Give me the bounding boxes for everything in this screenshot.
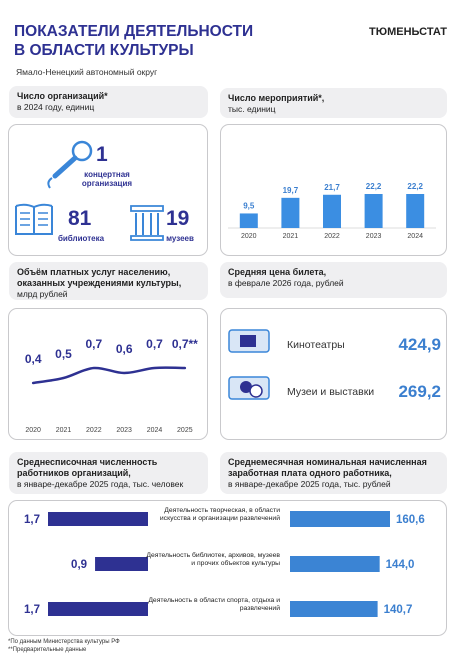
price-value: 269,2 (398, 382, 441, 401)
bar (406, 194, 425, 228)
panel-subtitle: в феврале 2026 года, рублей (228, 277, 344, 288)
panel-subtitle: в январе-декабре 2025 года, тыс. рублей (228, 478, 391, 489)
value-label: 0,5 (55, 347, 72, 361)
panel-header: Средняя цена билета, в феврале 2026 года,… (220, 262, 447, 298)
panel-header: Число организаций* в 2024 году, единиц (9, 86, 208, 118)
bar (290, 601, 378, 617)
category-label: Деятельность в области спорта, отдыха и … (148, 597, 280, 612)
panel-header: Число мероприятий*, тыс. единиц (220, 88, 447, 118)
panel (220, 124, 447, 256)
org-label: музеев (166, 234, 194, 243)
x-tick-label: 2024 (147, 427, 163, 434)
agency: ТЮМЕНЬСТАТ (369, 26, 447, 38)
bar (281, 197, 300, 228)
bar (48, 512, 148, 526)
value-label: 19,7 (283, 186, 299, 195)
org-value: 1 (96, 143, 108, 166)
title-line: ПОКАЗАТЕЛИ ДЕЯТЕЛЬНОСТИ (14, 23, 254, 40)
panel-title: Среднемесячная номинальная начисленная з… (228, 457, 427, 478)
x-tick-label: 2022 (86, 427, 102, 434)
category-label: Деятельность творческая, в области искус… (159, 507, 280, 522)
org-label: библиотека (57, 234, 105, 243)
org-value: 19 (166, 207, 190, 230)
x-tick-label: 2020 (241, 233, 257, 240)
value-label: 0,7** (172, 337, 198, 351)
panel-subtitle: в 2024 году, единиц (17, 101, 95, 112)
price-label: Музеи и выставки (287, 386, 375, 398)
value-label: 1,7 (24, 604, 40, 616)
value-label: 140,7 (384, 604, 413, 616)
value-label: 160,6 (396, 514, 425, 526)
panel-header: Среднемесячная номинальная начисленная з… (220, 452, 447, 494)
panel-title: Средняя цена билета, (228, 267, 327, 277)
footnote: **Предварительные данные (8, 647, 87, 653)
bar (364, 194, 383, 228)
value-label: 9,5 (243, 201, 255, 210)
panel-title: Число мероприятий*, (228, 93, 325, 103)
x-tick-label: 2021 (283, 233, 299, 240)
x-tick-label: 2023 (366, 233, 382, 240)
value-label: 144,0 (386, 559, 415, 571)
value-label: 0,4 (25, 352, 42, 366)
bar (323, 194, 341, 228)
value-label: 0,7 (146, 337, 163, 351)
panel-header: Среднесписочная численность работников о… (9, 452, 208, 494)
org-value: 81 (68, 207, 92, 230)
footnotes: *По данным Министерства культуры РФ **Пр… (8, 638, 120, 654)
region: Ямало-Ненецкий автономный округ (16, 67, 158, 77)
footnote: *По данным Министерства культуры РФ (8, 639, 120, 645)
x-tick-label: 2022 (324, 233, 340, 240)
category-label: Деятельность библиотек, архивов, музеев … (146, 552, 280, 567)
bar (290, 556, 380, 572)
panel-title: Объём платных услуг населению, оказанных… (17, 267, 182, 288)
org-label: концертная организация (81, 170, 133, 188)
line (31, 366, 187, 385)
icons (15, 140, 270, 400)
panel (8, 308, 208, 440)
panel-subtitle: в январе-декабре 2025 года, тыс. человек (17, 478, 184, 489)
value-label: 21,7 (324, 183, 340, 192)
value-label: 0,6 (116, 342, 133, 356)
x-tick-label: 2024 (407, 233, 423, 240)
x-tick-label: 2025 (177, 427, 193, 434)
price-label: Кинотеатры (287, 339, 345, 351)
value-label: 22,2 (366, 182, 382, 191)
value-label: 22,2 (407, 182, 423, 191)
value-label: 0,9 (71, 559, 87, 571)
title-line: В ОБЛАСТИ КУЛЬТУРЫ (14, 42, 194, 59)
value-label: 0,7 (85, 337, 102, 351)
x-tick-label: 2023 (116, 427, 132, 434)
panel-subtitle: млрд рублей (17, 288, 68, 299)
bar (48, 602, 148, 616)
x-tick-label: 2020 (25, 427, 41, 434)
panel-subtitle: тыс. единиц (228, 103, 276, 114)
panel-title: Число организаций* (17, 91, 108, 101)
value-label: 1,7 (24, 514, 40, 526)
title: ПОКАЗАТЕЛИ ДЕЯТЕЛЬНОСТИ В ОБЛАСТИ КУЛЬТУ… (14, 22, 253, 60)
bar (239, 213, 258, 228)
panel-header: Объём платных услуг населению, оказанных… (9, 262, 208, 300)
bar (290, 511, 390, 527)
price-value: 424,9 (398, 335, 441, 354)
bar (95, 557, 148, 571)
x-tick-label: 2021 (56, 427, 72, 434)
panel-title: Среднесписочная численность работников о… (17, 457, 158, 478)
